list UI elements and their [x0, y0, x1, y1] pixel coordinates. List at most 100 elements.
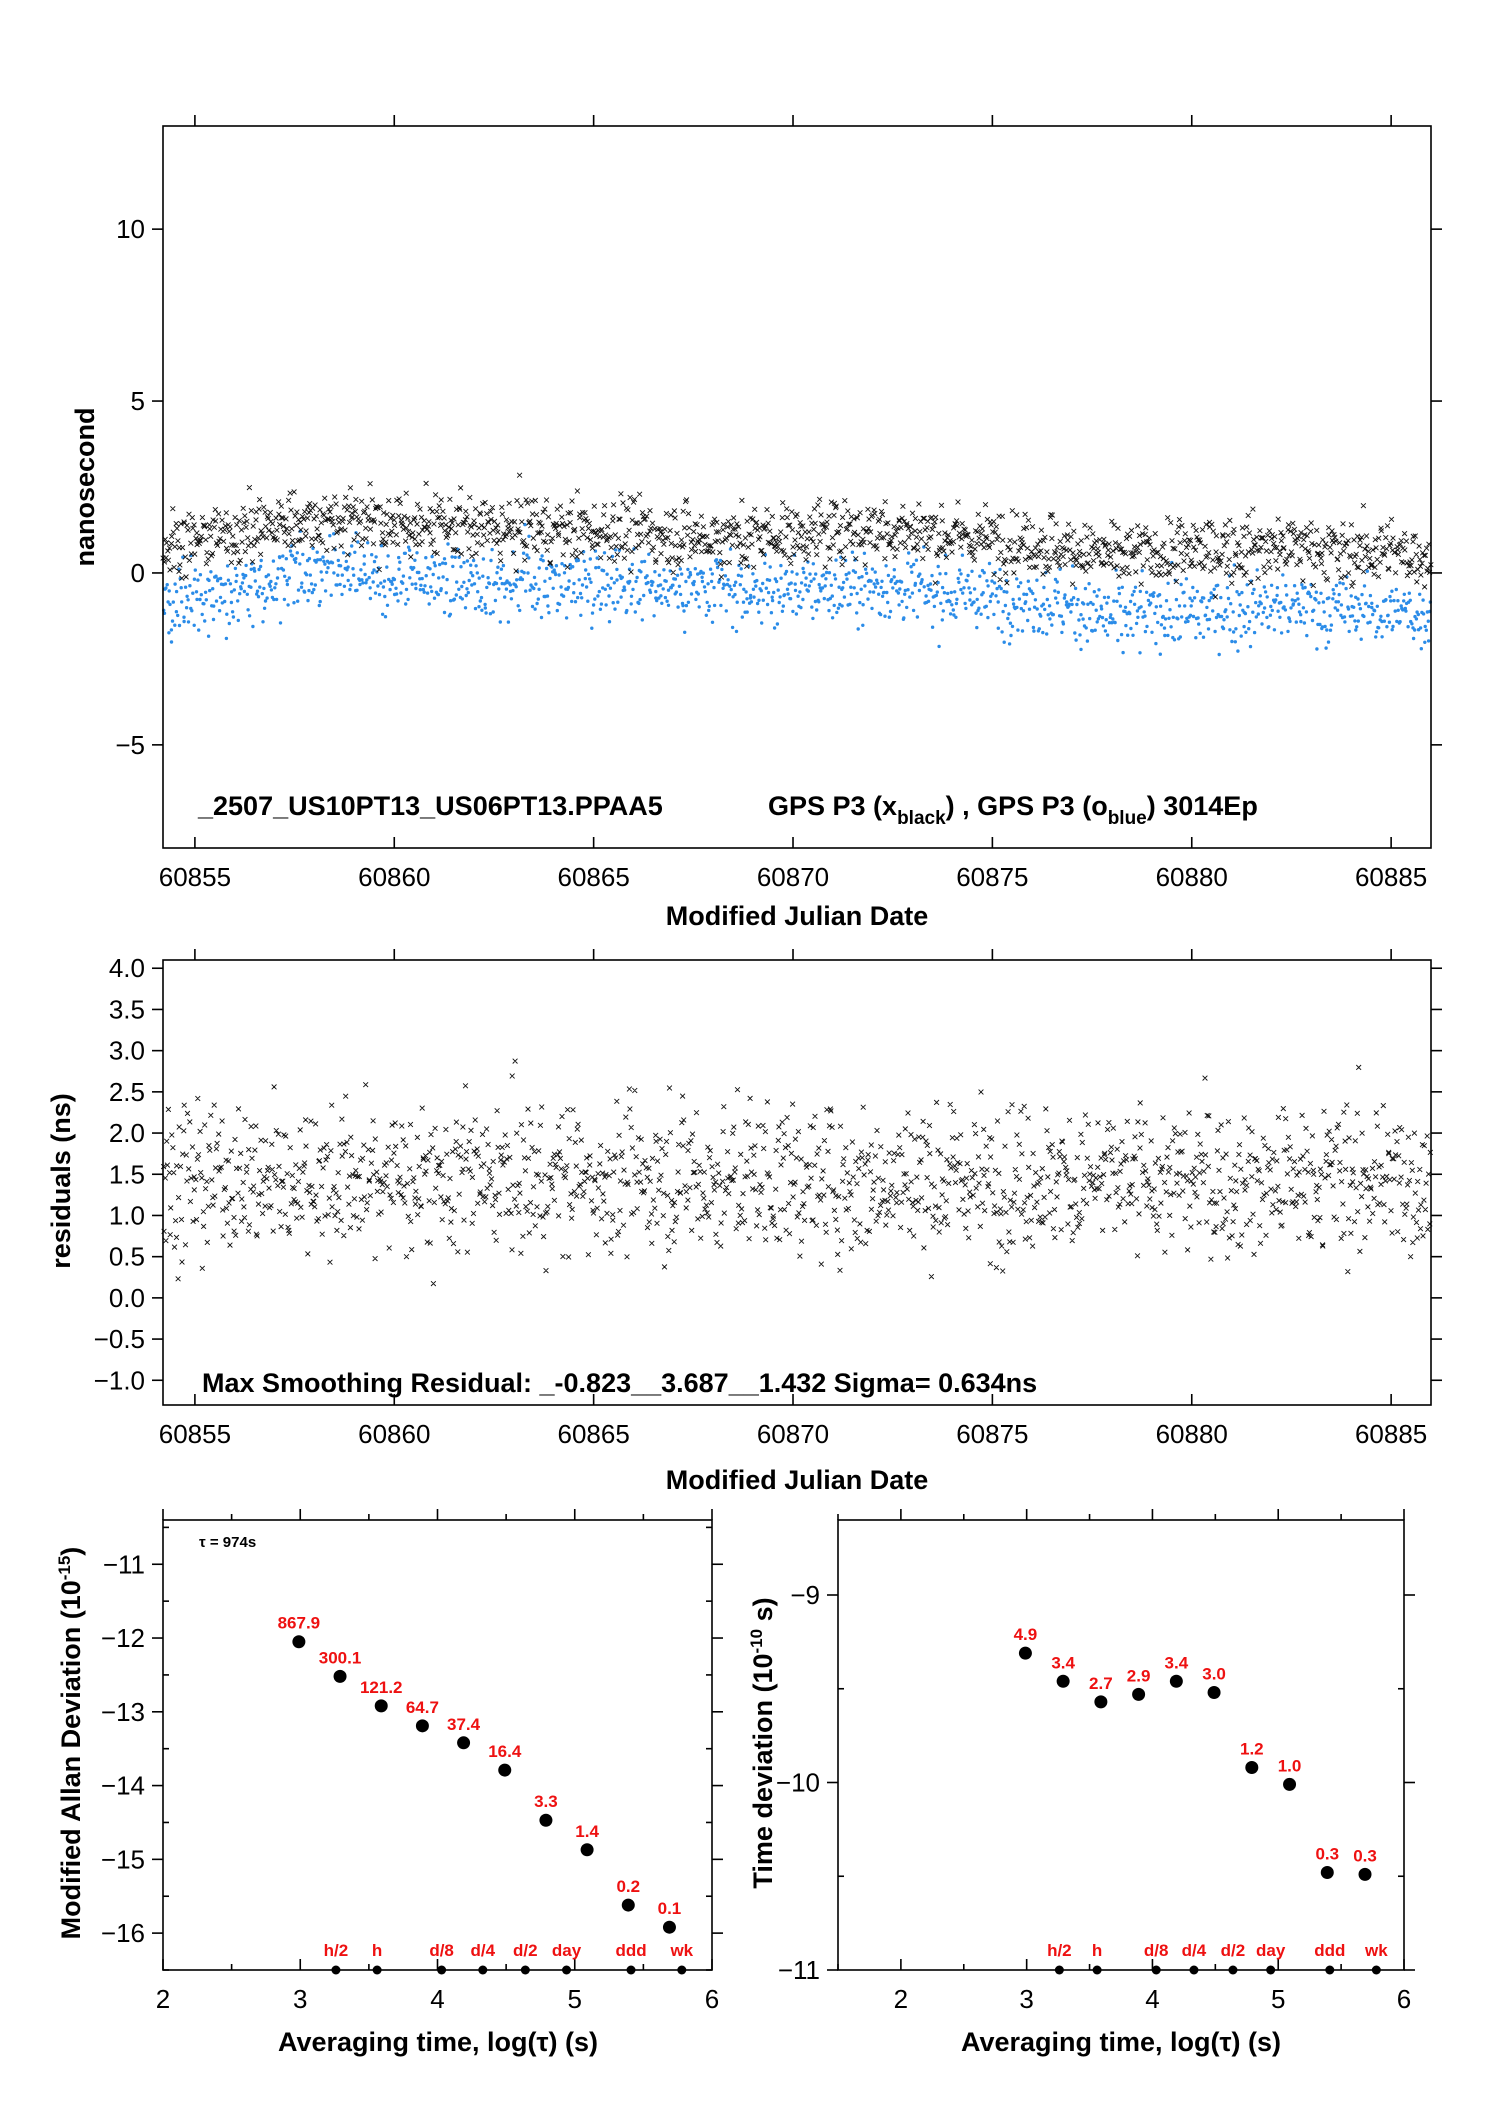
- tdev-y-tick-label: −10: [776, 1768, 820, 1798]
- mdev-interval-marker: [562, 1965, 572, 1975]
- residuals-y-tick-label: 1.5: [109, 1159, 145, 1189]
- mdev-x-axis-title: Averaging time, log(τ) (s): [278, 2027, 598, 2057]
- mdev-interval-label: day: [552, 1941, 582, 1960]
- residuals-y-tick-label: 4.0: [109, 953, 145, 983]
- mdev-interval-label: d/8: [429, 1941, 454, 1960]
- mdev-y-tick-label: −14: [101, 1771, 145, 1801]
- mdev-point: [374, 1699, 388, 1713]
- mdev-interval-label: d/4: [471, 1941, 496, 1960]
- tdev-x-tick-label: 5: [1271, 1984, 1285, 2014]
- tdev-point-label: 2.7: [1089, 1674, 1113, 1693]
- tdev-point-label: 1.2: [1240, 1740, 1264, 1759]
- mdev-point: [457, 1736, 471, 1750]
- mdev-y-tick-label: −15: [101, 1844, 145, 1874]
- mdev-point-label: 0.2: [616, 1877, 640, 1896]
- offset-x-tick-label: 60875: [956, 862, 1028, 892]
- residuals-x-tick-label: 60865: [557, 1419, 629, 1449]
- mdev-interval-label: h/2: [324, 1941, 349, 1960]
- tdev-interval-marker: [1092, 1965, 1102, 1975]
- offset-x-axis-title: Modified Julian Date: [666, 901, 929, 931]
- tdev-point-label: 0.3: [1315, 1845, 1339, 1864]
- offset-x-tick-label: 60870: [757, 862, 829, 892]
- tdev-interval-marker: [1151, 1965, 1161, 1975]
- mdev-points-layer: 867.9 300.1 121.264.7 37.4 16.4 3.3 1.4 0.2 0.1 h…: [278, 1614, 694, 1975]
- tdev-x-tick-label: 6: [1397, 1984, 1411, 2014]
- tdev-point-label: 3.4: [1051, 1653, 1075, 1672]
- tdev-interval-marker: [1371, 1965, 1381, 1975]
- tdev-point-label: 3.4: [1165, 1653, 1189, 1672]
- residuals-scatter-layer: [160, 1058, 1434, 1287]
- tdev-point-label: 2.9: [1127, 1666, 1151, 1685]
- offset-scatter-layer: [160, 472, 1434, 657]
- tdev-x-tick-label: 2: [894, 1984, 908, 2014]
- mdev-point-label: 37.4: [447, 1715, 481, 1734]
- residuals-stats-annotation: Max Smoothing Residual: _-0.823__3.687__…: [202, 1368, 1037, 1398]
- tdev-interval-label: h/2: [1047, 1941, 1072, 1960]
- mdev-interval-label: d/2: [513, 1941, 538, 1960]
- tdev-interval-marker: [1228, 1965, 1238, 1975]
- mdev-point-label: 0.1: [658, 1899, 682, 1918]
- mdev-point: [333, 1669, 347, 1683]
- residuals-y-axis-title: residuals (ns): [46, 1093, 76, 1269]
- mdev-x-tick-label: 6: [705, 1984, 719, 2014]
- offset-axes: 60855 60860 60865 60870 60875 60880 60885 −5 0 5 1…: [115, 115, 1442, 892]
- mdev-interval-marker: [437, 1965, 447, 1975]
- tdev-point: [1132, 1687, 1146, 1701]
- mdev-x-tick-label: 4: [430, 1984, 444, 2014]
- mdev-point-label: 121.2: [360, 1678, 403, 1697]
- mdev-point: [498, 1763, 512, 1777]
- tdev-point: [1056, 1674, 1070, 1688]
- tdev-point-label: 0.3: [1353, 1846, 1377, 1865]
- mdev-point-label: 867.9: [278, 1614, 321, 1633]
- tdev-interval-label: h: [1092, 1941, 1102, 1960]
- mdev-x-tick-label: 2: [156, 1984, 170, 2014]
- tdev-axes: 2 3 4 5 6 −11 −10 −9: [776, 1509, 1415, 2014]
- tdev-point: [1018, 1646, 1032, 1660]
- offset-y-tick-label: −5: [115, 730, 145, 760]
- mdev-x-tick-label: 3: [293, 1984, 307, 2014]
- mdev-point-label: 3.3: [534, 1792, 558, 1811]
- tdev-y-tick-label: −11: [778, 1955, 820, 1985]
- mdev-interval-marker: [677, 1965, 687, 1975]
- tdev-interval-label: day: [1256, 1941, 1286, 1960]
- mdev-point-label: 300.1: [319, 1648, 362, 1667]
- mdev-y-tick-label: −16: [101, 1918, 145, 1948]
- tdev-interval-label: d/4: [1182, 1941, 1207, 1960]
- offset-y-tick-label: 10: [116, 214, 145, 244]
- mdev-y-tick-label: −13: [101, 1697, 145, 1727]
- residuals-x-tick-label: 60875: [956, 1419, 1028, 1449]
- tdev-interval-label: d/2: [1221, 1941, 1246, 1960]
- offset-y-tick-label: 0: [131, 558, 145, 588]
- offset-x-tick-label: 60865: [557, 862, 629, 892]
- residuals-y-tick-label: 3.5: [109, 994, 145, 1024]
- residuals-x-axis-title: Modified Julian Date: [666, 1465, 929, 1495]
- mdev-x-tick-label: 5: [568, 1984, 582, 2014]
- mdev-interval-marker: [520, 1965, 530, 1975]
- tdev-y-axis-title: Time deviation (10-10 s): [747, 1597, 778, 1888]
- mdev-point-label: 1.4: [575, 1822, 599, 1841]
- mdev-panel: 2 3 4 5 6 −16 −15 −14 −13 −12 −11 867.9 300.1 121.26…: [55, 1509, 723, 2057]
- residuals-y-tick-label: 2.0: [109, 1118, 145, 1148]
- mdev-point: [580, 1843, 594, 1857]
- offset-x-tick-label: 60855: [159, 862, 231, 892]
- tdev-x-tick-label: 3: [1019, 1984, 1033, 2014]
- residuals-axes: 60855 60860 60865 60870 60875 60880 60885 −1.0 −…: [94, 949, 1442, 1449]
- mdev-interval-label: h: [372, 1941, 382, 1960]
- residuals-y-tick-label: 3.0: [109, 1036, 145, 1066]
- mdev-axes: 2 3 4 5 6 −16 −15 −14 −13 −12 −11: [101, 1509, 723, 2014]
- offset-legend-text: GPS P3 (xblack) , GPS P3 (oblue) 3014Ep: [768, 791, 1258, 829]
- mdev-point-label: 16.4: [488, 1742, 522, 1761]
- residuals-plot-frame: [162, 959, 1432, 1406]
- residuals-y-tick-label: −0.5: [94, 1324, 145, 1354]
- residuals-y-tick-label: 0.0: [109, 1283, 145, 1313]
- mdev-point: [292, 1635, 306, 1649]
- offset-x-tick-label: 60860: [358, 862, 430, 892]
- offset-series-black-crosses: [160, 472, 1434, 600]
- offset-x-tick-label: 60880: [1156, 862, 1228, 892]
- residuals-y-tick-label: −1.0: [94, 1365, 145, 1395]
- tdev-point: [1283, 1777, 1297, 1791]
- mdev-interval-marker: [478, 1965, 488, 1975]
- tdev-point: [1245, 1761, 1259, 1774]
- residuals-x-tick-label: 60885: [1355, 1419, 1427, 1449]
